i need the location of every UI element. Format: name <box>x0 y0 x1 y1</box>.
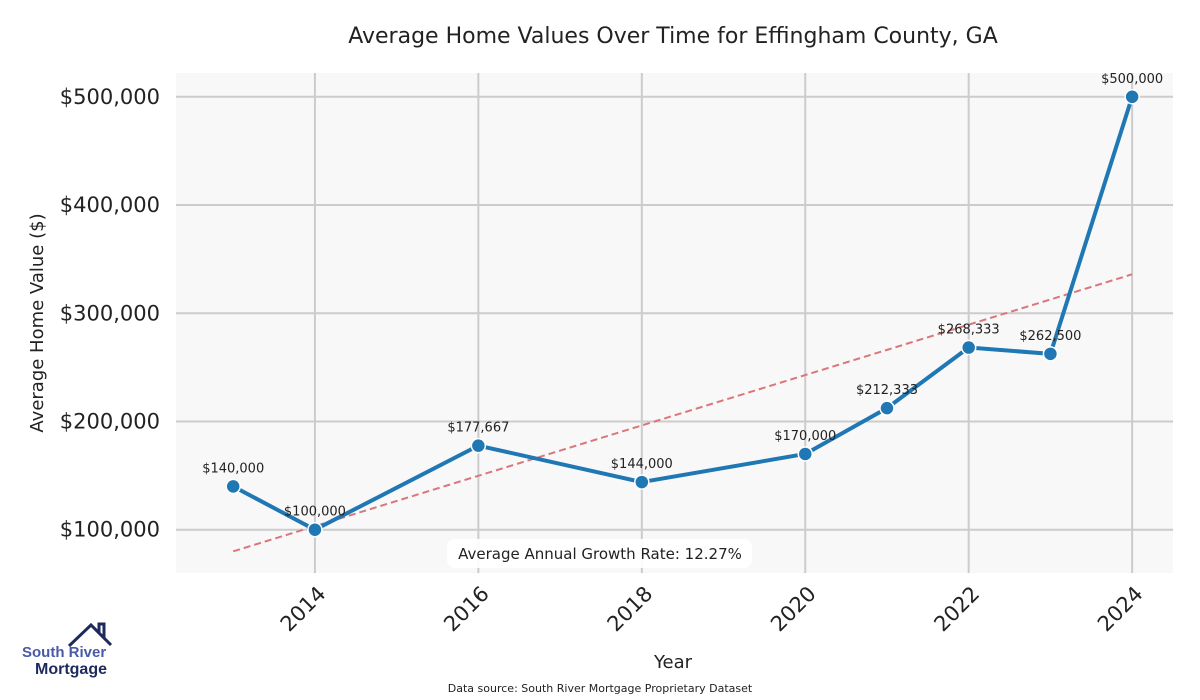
logo-line-1: South River <box>22 644 107 661</box>
data-point <box>879 400 895 416</box>
data-label: $144,000 <box>611 457 673 472</box>
x-tick-label: 2022 <box>929 582 984 637</box>
data-label: $170,000 <box>774 429 836 444</box>
data-label: $140,000 <box>202 461 264 476</box>
data-label: $100,000 <box>284 505 346 520</box>
trend-line <box>232 273 1133 553</box>
data-point <box>797 446 814 462</box>
y-tick-label: $500,000 <box>60 85 160 109</box>
data-label: $177,667 <box>447 421 509 436</box>
y-tick-label: $100,000 <box>60 518 160 542</box>
y-axis-label: Average Home Value ($) <box>27 213 48 432</box>
data-point <box>307 521 323 538</box>
x-tick-label: 2018 <box>603 582 658 637</box>
data-label: $500,000 <box>1101 72 1163 87</box>
x-tick-label: 2014 <box>276 582 331 637</box>
x-tick-label: 2016 <box>439 582 494 637</box>
data-source-note: Data source: South River Mortgage Propri… <box>447 682 753 695</box>
data-point <box>960 339 977 356</box>
house-roof-icon <box>67 622 113 648</box>
data-point <box>470 437 487 454</box>
y-tick-label: $200,000 <box>60 409 160 433</box>
logo-line-2: Mortgage <box>35 661 107 678</box>
data-label: $262,500 <box>1019 329 1081 344</box>
growth-rate-annotation: Average Annual Growth Rate: 12.27% <box>458 545 742 563</box>
south-river-mortgage-logo: South River Mortgage <box>22 622 114 680</box>
data-point <box>634 474 650 490</box>
chart-title: Average Home Values Over Time for Effing… <box>348 24 998 49</box>
plot-area <box>176 73 1173 573</box>
x-tick-label: 2020 <box>766 582 821 637</box>
x-axis-label: Year <box>653 652 693 673</box>
data-point <box>1124 89 1140 105</box>
y-tick-label: $400,000 <box>60 193 160 217</box>
x-tick-label: 2024 <box>1093 582 1148 637</box>
data-label: $268,333 <box>938 323 1000 338</box>
y-tick-label: $300,000 <box>60 301 160 325</box>
annotation-box <box>447 539 752 568</box>
data-label: $212,333 <box>856 383 918 398</box>
data-point <box>225 478 241 495</box>
data-point <box>1042 346 1059 362</box>
